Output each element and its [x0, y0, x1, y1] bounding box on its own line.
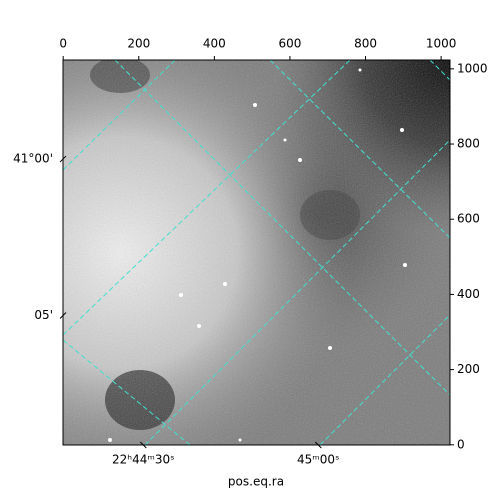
dec-tick-label: 05'	[34, 308, 53, 322]
plot-frame	[62, 59, 451, 446]
x-tick-label: 800	[354, 37, 377, 51]
y-tick-label: 800	[457, 137, 480, 151]
y-tick-label: 200	[457, 362, 480, 376]
ra-tick	[139, 441, 147, 449]
ra-tick	[314, 441, 322, 449]
coordinate-grid	[63, 60, 450, 445]
y-tick-label: 400	[457, 287, 480, 301]
x-tick-label: 1000	[426, 37, 457, 51]
x-tick-label: 0	[59, 37, 67, 51]
y-tick-label: 1000	[457, 61, 488, 75]
x-axis-label: pos.eq.ra	[228, 475, 284, 489]
y-tick-label: 0	[457, 437, 465, 451]
x-tick-label: 200	[127, 37, 150, 51]
ra-tick-label: 45ᵐ00ˢ	[297, 453, 340, 467]
sky-image	[63, 60, 450, 445]
dec-tick	[59, 155, 67, 163]
ra-tick-label: 22ʰ44ᵐ30ˢ	[112, 453, 175, 467]
x-tick-label: 600	[278, 37, 301, 51]
y-tick-label: 600	[457, 212, 480, 226]
dec-tick-label: 41°00'	[13, 152, 53, 166]
x-tick-label: 400	[203, 37, 226, 51]
dec-tick	[59, 312, 67, 319]
